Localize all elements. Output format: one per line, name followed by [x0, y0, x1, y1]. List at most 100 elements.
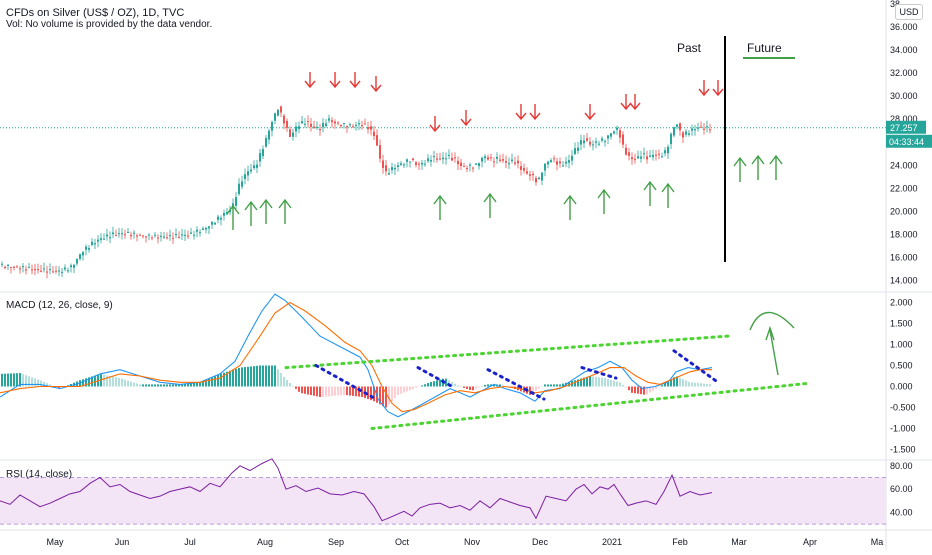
- macd-histogram-bar: [535, 386, 537, 391]
- macd-histogram-bar: [304, 386, 306, 394]
- macd-histogram-bar: [184, 383, 186, 387]
- macd-tick-label: -1.500: [890, 445, 916, 455]
- macd-histogram-bar: [187, 383, 189, 387]
- macd-histogram-bar: [562, 383, 564, 387]
- candle-body: [277, 109, 279, 116]
- candle-body: [610, 133, 612, 137]
- macd-histogram-bar: [610, 379, 612, 387]
- macd-histogram-bar: [43, 381, 45, 387]
- macd-tick-label: -0.500: [890, 403, 916, 413]
- time-axis-label: Nov: [464, 537, 481, 547]
- candle-body: [244, 174, 246, 180]
- candle-body: [187, 235, 189, 237]
- candle-body: [130, 234, 132, 237]
- candle-body: [196, 229, 198, 232]
- macd-histogram-bar: [220, 373, 222, 387]
- candle-body: [550, 160, 552, 163]
- candle-body: [556, 161, 558, 165]
- candle-body: [709, 129, 711, 131]
- macd-histogram-bar: [370, 386, 372, 401]
- candle-body: [328, 118, 330, 121]
- blue-dotted-trendline: [672, 349, 720, 384]
- macd-histogram-bar: [532, 386, 534, 393]
- macd-histogram-bar: [661, 385, 663, 387]
- candle-body: [151, 237, 153, 239]
- future-label: Future: [747, 41, 782, 55]
- candle-body: [160, 235, 162, 237]
- macd-histogram-bar: [277, 369, 279, 387]
- candle-body: [235, 197, 237, 206]
- candle-body: [409, 161, 411, 163]
- rsi-tick-label: 60.00: [890, 484, 913, 494]
- candle-body: [13, 266, 15, 268]
- macd-histogram-bar: [451, 382, 453, 387]
- macd-histogram-bar: [154, 384, 156, 387]
- candle-body: [520, 166, 522, 170]
- candle-body: [691, 128, 693, 131]
- candle-body: [106, 234, 108, 237]
- candle-body: [493, 161, 495, 163]
- macd-histogram-bar: [637, 386, 639, 394]
- candle-body: [523, 168, 525, 171]
- macd-histogram-bar: [244, 367, 246, 387]
- channel-upper-dotted: [284, 334, 730, 370]
- current-price-value: 27.257: [890, 123, 918, 133]
- candle-body: [253, 165, 255, 169]
- price-tick-label: 22.000: [890, 183, 918, 193]
- macd-histogram-bar: [466, 386, 468, 389]
- candle-body: [664, 150, 666, 154]
- macd-histogram-bar: [226, 371, 228, 387]
- macd-histogram-bar: [427, 383, 429, 387]
- candle-body: [370, 126, 372, 130]
- macd-histogram-bar: [553, 384, 555, 387]
- macd-histogram-bar: [334, 386, 336, 396]
- macd-histogram-bar: [331, 386, 333, 396]
- candle-body: [496, 156, 498, 159]
- candle-body: [16, 266, 18, 268]
- candle-body: [661, 156, 663, 158]
- candle-body: [514, 162, 516, 164]
- candle-body: [490, 157, 492, 159]
- macd-series-macd: [0, 293, 713, 418]
- up-arrow-annotation: [563, 194, 577, 220]
- macd-histogram-bar: [700, 383, 702, 387]
- down-arrow-annotation: [584, 104, 596, 121]
- macd-histogram-bar: [556, 384, 558, 387]
- candle-body: [625, 147, 627, 155]
- macd-histogram-bar: [307, 386, 309, 395]
- candle-body: [127, 231, 129, 233]
- candle-body: [181, 234, 183, 236]
- macd-histogram-bar: [1, 373, 3, 387]
- candle-body: [640, 156, 642, 159]
- macd-histogram-bar: [400, 386, 402, 394]
- price-tick-label: 14.000: [890, 275, 918, 285]
- macd-histogram-bar: [379, 386, 381, 405]
- rsi-tick-label: 80.00: [890, 461, 913, 471]
- macd-histogram-bar: [667, 381, 669, 387]
- macd-histogram-bar: [559, 384, 561, 387]
- price-tick-label: 36.000: [890, 22, 918, 32]
- candle-body: [403, 164, 405, 166]
- macd-histogram-bar: [148, 384, 150, 387]
- macd-histogram-bar: [106, 375, 108, 387]
- time-axis-label: Dec: [532, 537, 549, 547]
- countdown-value: 04:33:44: [889, 137, 924, 147]
- macd-histogram-bar: [118, 377, 120, 387]
- candle-body: [535, 177, 537, 183]
- down-arrow-annotation: [304, 72, 316, 89]
- macd-histogram-bar: [121, 378, 123, 387]
- candle-body: [469, 164, 471, 166]
- macd-histogram-bar: [205, 379, 207, 387]
- macd-histogram-bar: [373, 386, 375, 402]
- macd-histogram-bar: [583, 377, 585, 387]
- price-tick-label: 18.000: [890, 229, 918, 239]
- macd-histogram-bar: [595, 376, 597, 387]
- currency-button[interactable]: USD: [895, 4, 923, 20]
- macd-histogram-bar: [574, 380, 576, 387]
- candle-body: [346, 126, 348, 128]
- candle-body: [460, 162, 462, 167]
- candle-body: [562, 165, 564, 167]
- macd-histogram-bar: [337, 386, 339, 396]
